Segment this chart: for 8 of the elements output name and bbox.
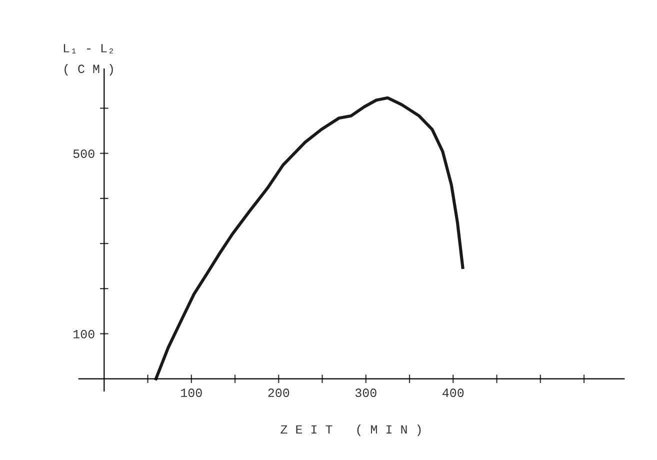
x-tick-label: 200 <box>268 388 290 398</box>
x-axis-title: Z E I T ( M I N ) <box>280 424 421 436</box>
y-axis-title: L₁ - L₂ ( C M ) <box>64 44 113 76</box>
y-tick-label: 500 <box>73 150 94 158</box>
x-tick-label: 100 <box>181 388 202 398</box>
x-tick-label: 300 <box>355 388 376 398</box>
x-tick-label: 400 <box>442 388 464 398</box>
line-series <box>154 96 464 380</box>
